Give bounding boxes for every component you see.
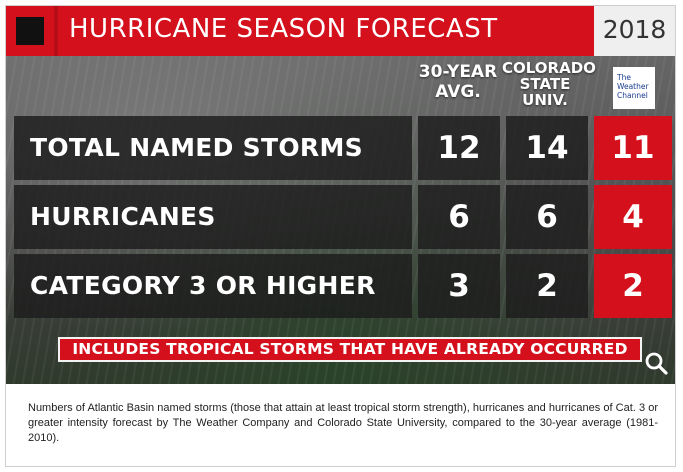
column-header-line: AVG. xyxy=(435,82,481,102)
forecast-graphic[interactable]: HURRICANE SEASON FORECAST 2018 30-YEAR A… xyxy=(6,6,675,384)
magnify-icon[interactable] xyxy=(644,351,668,375)
cell-twc-hurricanes: 4 xyxy=(594,185,672,249)
cell-30yr-category-3: 3 xyxy=(418,254,500,318)
header-bar: HURRICANE SEASON FORECAST xyxy=(6,6,594,56)
year-box: 2018 xyxy=(594,6,675,56)
cell-csu-hurricanes: 6 xyxy=(506,185,588,249)
figure-caption: Numbers of Atlantic Basin named storms (… xyxy=(28,402,658,444)
header-square-icon xyxy=(16,17,44,45)
graphic-title: HURRICANE SEASON FORECAST xyxy=(69,14,498,44)
column-header-line: STATE xyxy=(519,75,571,93)
cell-twc-category-3: 2 xyxy=(594,254,672,318)
header-divider xyxy=(54,6,58,56)
row-label-category-3: CATEGORY 3 OR HIGHER xyxy=(14,254,412,318)
cell-twc-total-named-storms: 11 xyxy=(594,116,672,180)
column-header-line: UNIV. xyxy=(522,91,568,109)
column-header-line: COLORADO xyxy=(502,59,596,77)
column-header-30-year-avg: 30-YEAR AVG. xyxy=(416,62,500,102)
cell-30yr-total-named-storms: 12 xyxy=(418,116,500,180)
forecast-year: 2018 xyxy=(602,15,667,44)
column-header-colorado-state: COLORADO STATE UNIV. xyxy=(502,59,596,109)
weather-channel-logo: The Weather Channel xyxy=(613,67,655,109)
cell-30yr-hurricanes: 6 xyxy=(418,185,500,249)
row-label-hurricanes: HURRICANES xyxy=(14,185,412,249)
article-figure: HURRICANE SEASON FORECAST 2018 30-YEAR A… xyxy=(5,5,676,467)
footnote-banner: INCLUDES TROPICAL STORMS THAT HAVE ALREA… xyxy=(58,337,642,362)
logo-line: The xyxy=(617,73,631,82)
row-label-total-named-storms: TOTAL NAMED STORMS xyxy=(14,116,412,180)
cell-csu-total-named-storms: 14 xyxy=(506,116,588,180)
cell-csu-category-3: 2 xyxy=(506,254,588,318)
column-header-line: 30-YEAR xyxy=(418,62,498,82)
logo-line: Weather xyxy=(617,82,649,91)
logo-line: Channel xyxy=(617,91,648,100)
